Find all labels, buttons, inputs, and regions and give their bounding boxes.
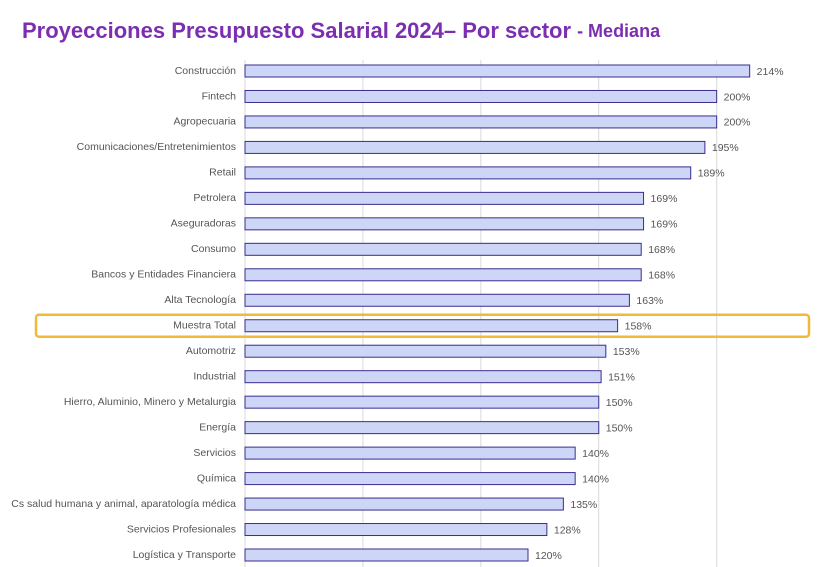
category-label: Servicios (193, 447, 236, 459)
bar (244, 191, 645, 205)
category-label: Automotriz (186, 345, 236, 357)
value-label: 128% (554, 524, 581, 536)
category-label: Energía (199, 421, 236, 433)
value-label: 140% (582, 473, 609, 485)
category-label: Bancos y Entidades Financiera (91, 269, 236, 281)
subtitle: - Mediana (577, 21, 661, 41)
bar (244, 89, 718, 103)
category-label: Fintech (202, 90, 237, 102)
category-label: Hierro, Aluminio, Minero y Metalurgia (64, 396, 236, 408)
chart-title: Proyecciones Presupuesto Salarial 2024– … (22, 18, 661, 43)
bar (244, 166, 692, 180)
bar (244, 370, 602, 384)
category-label: Consumo (191, 243, 236, 255)
value-label: 153% (613, 346, 640, 358)
category-label: Alta Tecnología (164, 294, 236, 306)
category-label: Industrial (193, 370, 236, 382)
bar (244, 421, 600, 435)
bar (244, 446, 576, 460)
value-label: 169% (651, 193, 678, 205)
category-label: Química (197, 472, 236, 484)
category-label: Retail (209, 167, 236, 179)
value-label: 151% (608, 371, 635, 383)
category-label: Servicios Profesionales (127, 523, 236, 535)
bar (244, 242, 642, 256)
value-label: 150% (606, 422, 633, 434)
bar (244, 548, 529, 562)
title: Proyecciones Presupuesto Salarial 2024– … (22, 18, 571, 43)
value-label: 200% (724, 117, 751, 129)
category-label: Cs salud humana y animal, aparatología m… (11, 498, 236, 510)
bar (244, 115, 718, 129)
bar (244, 268, 642, 282)
bar (244, 319, 619, 333)
category-label: Logística y Transporte (133, 549, 236, 561)
bar (244, 344, 607, 358)
bar (244, 64, 751, 78)
bar (244, 523, 548, 537)
category-label: Petrolera (193, 192, 236, 204)
value-label: 150% (606, 397, 633, 409)
value-label: 168% (648, 244, 675, 256)
bar (244, 140, 706, 154)
value-label: 168% (648, 270, 675, 282)
value-label: 169% (651, 219, 678, 231)
bar (244, 395, 600, 409)
bar (244, 293, 630, 307)
value-label: 158% (625, 321, 652, 333)
value-label: 214% (757, 66, 784, 78)
category-label: Agropecuaria (174, 116, 237, 128)
highlight-box (34, 313, 811, 338)
category-label: Aseguradoras (171, 218, 236, 230)
bar (244, 472, 576, 486)
value-label: 140% (582, 448, 609, 460)
value-label: 120% (535, 550, 562, 562)
category-label: Comunicaciones/Entretenimientos (77, 141, 236, 153)
bar (244, 497, 564, 511)
value-label: 200% (724, 91, 751, 103)
value-label: 163% (636, 295, 663, 307)
value-label: 189% (698, 168, 725, 180)
category-label: Construcción (175, 65, 236, 77)
bar (244, 217, 645, 231)
category-label: Muestra Total (173, 320, 236, 332)
value-label: 135% (570, 499, 597, 511)
value-label: 195% (712, 142, 739, 154)
